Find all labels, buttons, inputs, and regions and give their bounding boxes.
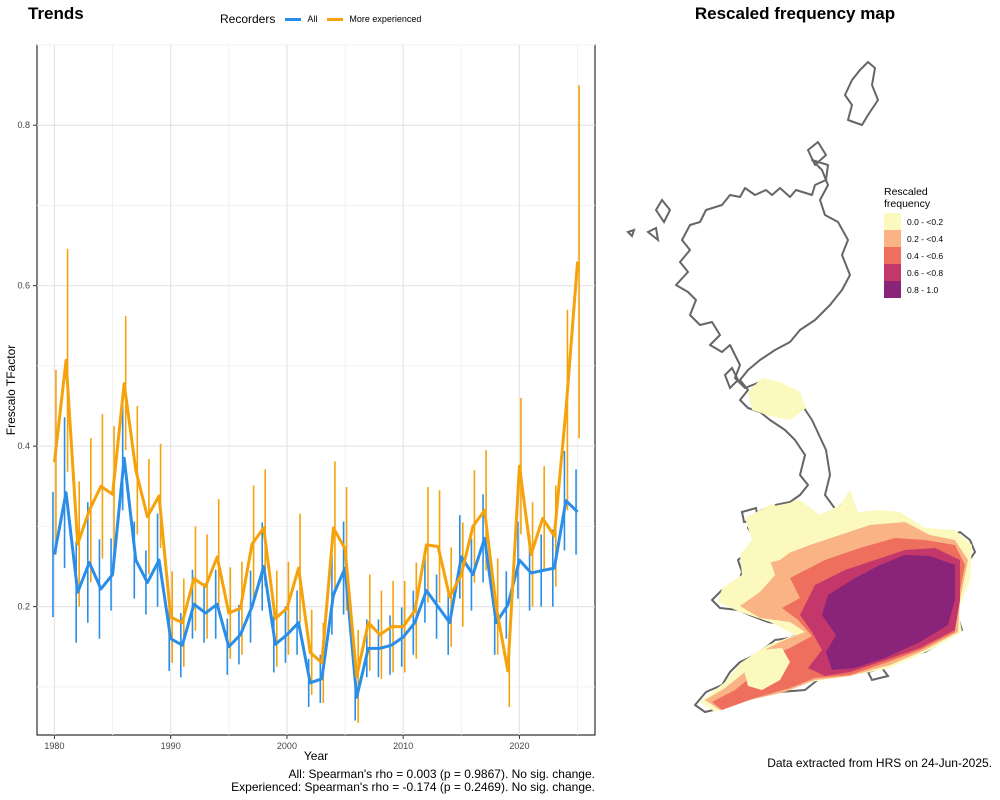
legend-swatch-experienced — [327, 17, 344, 21]
map-legend-title-1: Rescaled — [884, 186, 928, 198]
x-axis-label: Year — [304, 749, 328, 763]
map-legend-label: 0.2 - <0.4 — [907, 233, 944, 244]
x-tick-label: 2000 — [277, 741, 297, 751]
map-legend-title-2: frequency — [884, 198, 931, 210]
y-axis-label: Frescalo TFactor — [4, 345, 18, 435]
map-title: Rescaled frequency map — [694, 4, 896, 23]
fill-low-scotland — [748, 378, 806, 420]
stats-all: All: Spearman's rho = 0.003 (p = 0.9867)… — [288, 767, 595, 781]
x-tick-label: 2010 — [393, 741, 413, 751]
map-legend-swatch — [884, 247, 901, 264]
fill-wales-low — [748, 512, 800, 565]
map-legend-item: 0.0 - <0.2 — [884, 213, 943, 230]
map-legend-label: 0.8 - 1.0 — [907, 284, 939, 295]
plot-panel — [36, 44, 596, 736]
y-tick-label: 0.2 — [17, 602, 30, 612]
y-tick-label: 0.4 — [17, 441, 30, 451]
map-legend-label: 0.6 - <0.8 — [907, 267, 944, 278]
gb-outline-overlay — [774, 439, 809, 506]
legend-label-all: All — [307, 14, 318, 24]
map-legend-item: 0.8 - 1.0 — [884, 281, 943, 298]
frequency-fill — [700, 378, 972, 712]
grid-lines — [37, 44, 595, 735]
data-source-note: Data extracted from HRS on 24-Jun-2025. — [767, 756, 992, 770]
fill-max-core — [822, 555, 955, 670]
series-line-all — [52, 456, 579, 699]
frequency-map — [626, 61, 976, 713]
y-tick-label: 0.6 — [17, 281, 30, 291]
trend-chart: 0.2 0.4 0.6 0.8 1980 1990 2000 2010 2020 Year Fr… — [4, 44, 596, 763]
stats-experienced: Experienced: Spearman's rho = -0.174 (p … — [231, 780, 595, 794]
west-islands — [626, 198, 672, 243]
isle-arran — [723, 366, 740, 390]
map-legend-items: 0.0 - <0.2 0.2 - <0.4 0.4 - <0.6 0.6 - <0.8… — [884, 213, 943, 298]
map-legend-swatch — [884, 281, 901, 298]
map-legend-item: 0.4 - <0.6 — [884, 247, 943, 264]
legend-swatch-all — [285, 17, 302, 21]
x-tick-label: 2020 — [509, 741, 529, 751]
map-legend-item: 0.6 - <0.8 — [884, 264, 943, 281]
x-tick-label: 1980 — [44, 741, 64, 751]
map-legend-swatch — [884, 264, 901, 281]
series-line-experienced — [52, 261, 580, 678]
y-tick-label: 0.8 — [17, 120, 30, 130]
axis-ticks: 0.2 0.4 0.6 0.8 1980 1990 2000 2010 2020 — [17, 120, 529, 751]
fill-sw-low — [742, 648, 790, 690]
legend-label-experienced: More experienced — [349, 14, 422, 24]
map-legend-label: 0.4 - <0.6 — [907, 250, 944, 261]
map-legend-swatch — [884, 230, 901, 247]
map-legend-item: 0.2 - <0.4 — [884, 230, 943, 247]
series-lines — [52, 261, 580, 699]
map-legend-label: 0.0 - <0.2 — [907, 216, 944, 227]
legend-title: Recorders — [220, 12, 276, 26]
chart-legend: Recorders All More experienced — [220, 12, 421, 26]
map-legend: Rescaled frequency 0.0 - <0.2 0.2 - <0.4 0… — [884, 186, 943, 298]
map-legend-swatch — [884, 213, 901, 230]
chart-title: Trends — [28, 4, 84, 23]
x-tick-label: 1990 — [161, 741, 181, 751]
